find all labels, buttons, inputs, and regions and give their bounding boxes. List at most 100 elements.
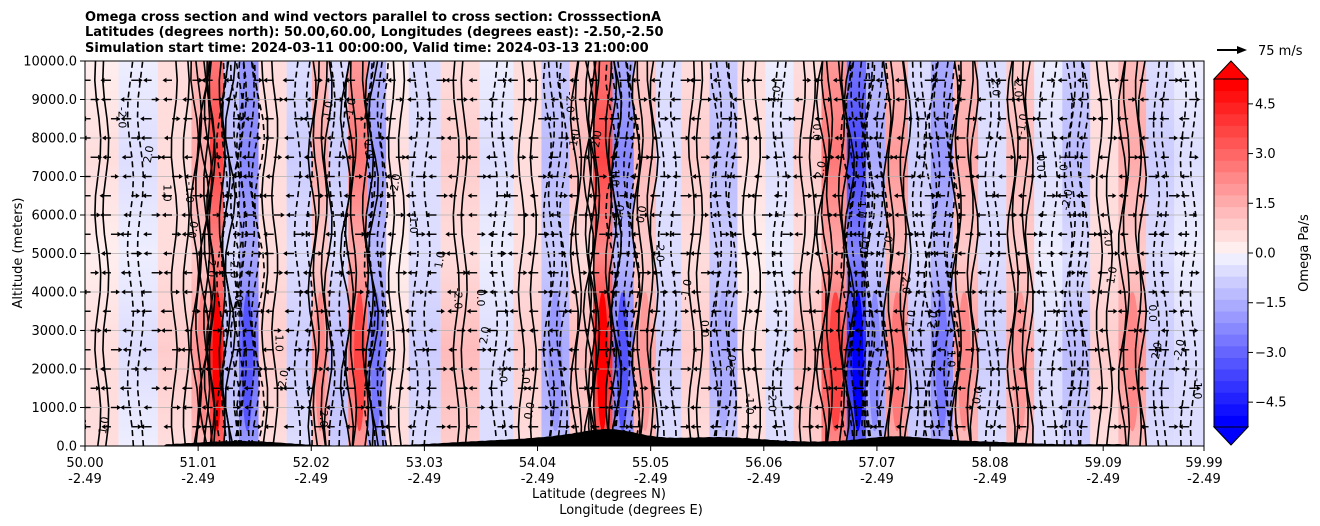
wind-vector-head <box>929 308 934 314</box>
wind-vector-head <box>894 385 899 391</box>
wind-vector-head <box>340 385 345 391</box>
wind-vector-head <box>304 174 309 179</box>
y-tick-label: 8000.0 <box>32 132 78 147</box>
contour-label: 0.0 <box>522 401 538 420</box>
wind-vector-head <box>712 77 717 83</box>
wind-vector-head <box>832 77 837 83</box>
wind-vector-head <box>731 212 736 218</box>
wind-vector-head <box>99 212 104 218</box>
wind-vector-head <box>686 424 691 430</box>
wind-vector-head <box>1096 405 1101 410</box>
wind-vector-head <box>583 270 588 276</box>
wind-vector-head <box>489 289 494 295</box>
wind-vector-head <box>996 116 1001 122</box>
wind-vector-head <box>813 366 818 372</box>
wind-vector-head <box>1119 366 1124 372</box>
wind-vector-head <box>997 135 1002 141</box>
contour-label: 2.0 <box>317 410 330 428</box>
wind-vector-head <box>122 174 127 179</box>
wind-vector-head <box>504 193 509 199</box>
wind-vector-head <box>345 270 350 276</box>
wind-vector-head <box>523 97 528 102</box>
wind-vector-head <box>767 270 772 276</box>
wind-vector-head <box>241 154 246 160</box>
wind-vector-head <box>895 270 900 276</box>
wind-vector-head <box>506 366 511 372</box>
contour-label: 2.0 <box>477 326 493 345</box>
wind-vector-head <box>587 193 592 199</box>
contour-label: 0.0 <box>362 139 375 157</box>
wind-vector-head <box>990 251 995 256</box>
wind-vector-head <box>524 212 529 218</box>
wind-vector-head <box>407 424 412 430</box>
wind-vector-head <box>590 135 595 141</box>
wind-vector-head <box>1177 231 1182 237</box>
wind-vector-head <box>913 347 918 353</box>
wind-vector-head <box>930 251 935 256</box>
contour-label: 1.0 <box>320 100 336 119</box>
wind-vector-head <box>1115 77 1120 83</box>
contour-label: -2.0 <box>387 173 404 196</box>
wind-vector-head <box>936 174 941 179</box>
wind-vector-head <box>344 385 349 391</box>
y-axis: 0.0 1000.0 2000.0 3000.0 4000.0 5000.0 6000.0 7… <box>23 55 85 455</box>
y-tick-label: 7000.0 <box>32 170 78 185</box>
wind-vector-head <box>568 193 573 199</box>
wind-vector-head <box>137 135 142 141</box>
wind-vector-head <box>285 193 290 199</box>
wind-vector-head <box>629 308 634 314</box>
wind-vector-head <box>547 270 552 276</box>
wind-vector-head <box>1133 212 1138 218</box>
wind-vector-head <box>914 405 919 410</box>
wind-vector-head <box>138 251 143 256</box>
y-tick-label: 1000.0 <box>32 401 78 416</box>
wind-vector-head <box>326 289 331 295</box>
wind-vector-head <box>833 97 838 102</box>
wind-vector-head <box>712 212 717 218</box>
wind-vector-head <box>387 251 392 256</box>
wind-vector-head <box>428 328 433 333</box>
x-tick-label-lat: 50.00 <box>66 456 103 471</box>
wind-vector-head <box>140 289 145 295</box>
wind-vector-head <box>342 154 347 160</box>
wind-vector-head <box>771 97 776 102</box>
wind-vector-head <box>813 77 818 83</box>
wind-vector-head <box>609 289 614 295</box>
wind-vector-head <box>1155 174 1160 179</box>
wind-vector-head <box>648 308 653 314</box>
wind-vector-head <box>163 424 168 430</box>
wind-vector-head <box>1036 154 1041 160</box>
wind-vector-head <box>156 385 161 391</box>
wind-vector-head <box>526 77 531 83</box>
wind-vector-head <box>262 193 267 199</box>
wind-vector-head <box>893 328 898 333</box>
wind-vector-head <box>425 212 430 218</box>
wind-vector-head <box>203 174 208 179</box>
wind-vector-head <box>238 347 243 353</box>
wind-vector-head <box>502 424 507 430</box>
wind-vector-head <box>80 193 84 198</box>
wind-vector-head <box>1037 347 1042 353</box>
wind-vector-head <box>913 212 918 218</box>
wind-vector-head <box>507 231 512 237</box>
wind-vector-head <box>1113 135 1118 141</box>
wind-vector-head <box>321 424 326 430</box>
wind-vector-head <box>1052 193 1057 199</box>
wind-vector-head <box>359 174 364 179</box>
wind-vector-head <box>360 289 365 295</box>
wind-vector-head <box>690 116 695 122</box>
contour-label: 0.0 <box>1034 154 1047 172</box>
wind-vector-head <box>665 405 670 410</box>
wind-vector-head <box>386 193 391 199</box>
wind-vector-head <box>527 270 532 276</box>
wind-vector-head <box>177 231 182 237</box>
wind-vector-head <box>1175 77 1180 83</box>
wind-vector-head <box>119 385 124 391</box>
wind-vector-head <box>405 193 410 199</box>
wind-vector-head <box>425 385 430 391</box>
wind-vector-head <box>631 231 636 237</box>
wind-vector-head <box>1057 366 1062 372</box>
wind-vector-head <box>1037 212 1042 218</box>
wind-vector-head <box>440 308 445 314</box>
wind-vector-head <box>550 231 555 237</box>
